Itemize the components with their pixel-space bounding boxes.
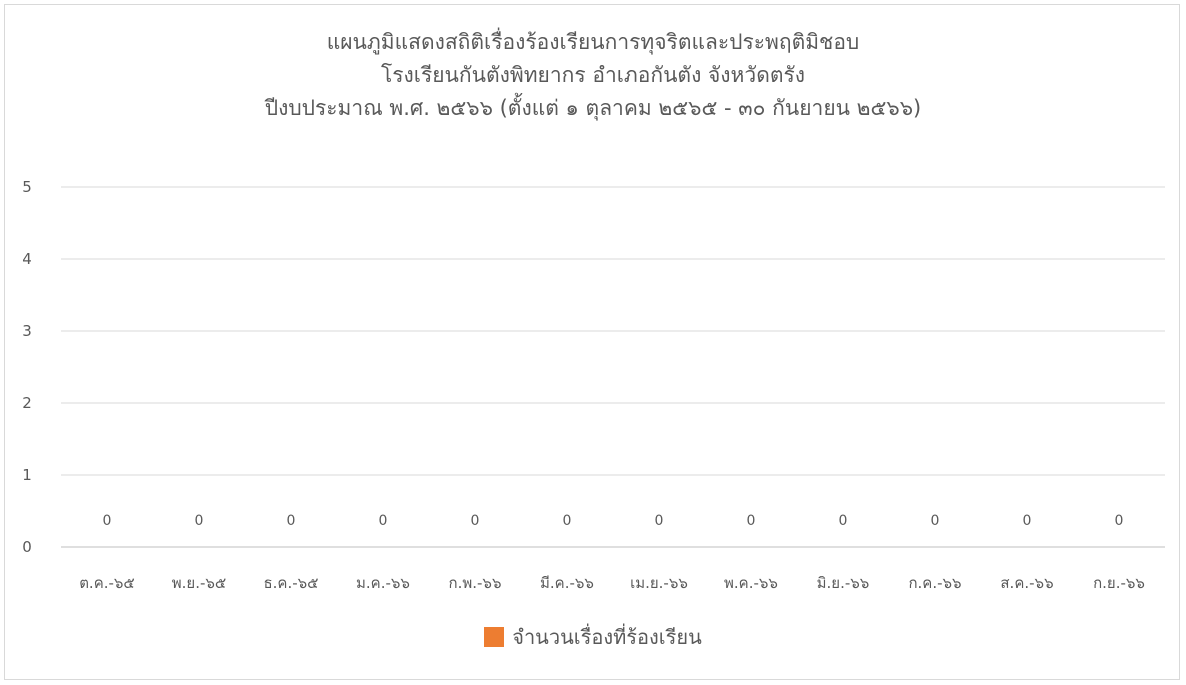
data-label: 0 (1023, 513, 1032, 529)
x-tick-label: มี.ค.-๖๖ (540, 574, 594, 592)
data-label: 0 (471, 513, 480, 529)
y-axis-ticks: 0 1 2 3 4 5 (22, 178, 32, 556)
x-tick-label: เม.ย.-๖๖ (630, 574, 688, 592)
x-tick-label: มิ.ย.-๖๖ (817, 574, 870, 592)
y-tick-label: 1 (22, 466, 32, 484)
x-tick-label: ก.ย.-๖๖ (1093, 574, 1145, 592)
legend-swatch (484, 627, 505, 647)
x-tick-label: ก.ค.-๖๖ (908, 574, 961, 592)
chart-title-line-3: ปีงบประมาณ พ.ศ. ๒๕๖๖ (ตั้งแต่ ๑ ตุลาคม ๒… (264, 96, 922, 120)
x-axis-ticks: ต.ค.-๖๕ พ.ย.-๖๕ ธ.ค.-๖๕ ม.ค.-๖๖ ก.พ.-๖๖ มี.ค.… (79, 574, 1145, 592)
chart-area (4, 4, 1180, 680)
data-label: 0 (287, 513, 296, 529)
gridlines (61, 186, 1165, 548)
x-tick-label: ส.ค.-๖๖ (1000, 574, 1053, 592)
x-tick-label: พ.ย.-๖๕ (172, 574, 227, 592)
data-label: 0 (1115, 513, 1124, 529)
y-tick-label: 0 (22, 538, 32, 556)
data-label: 0 (839, 513, 848, 529)
data-label: 0 (103, 513, 112, 529)
x-tick-label: ม.ค.-๖๖ (356, 574, 410, 592)
y-tick-label: 2 (22, 394, 32, 412)
y-tick-label: 3 (22, 322, 32, 340)
x-tick-label: ต.ค.-๖๕ (79, 574, 135, 592)
chart-title-line-2: โรงเรียนกันตังพิทยากร อำเภอกันตัง จังหวั… (380, 63, 806, 87)
chart-title: แผนภูมิแสดงสถิติเรื่องร้องเรียนการทุจริต… (0, 26, 1186, 125)
data-label: 0 (379, 513, 388, 529)
data-label: 0 (747, 513, 756, 529)
legend: จำนวนเรื่องที่ร้องเรียน (0, 622, 1186, 652)
x-tick-label: ธ.ค.-๖๕ (263, 574, 318, 592)
y-tick-label: 5 (22, 178, 32, 196)
chart-title-line-1: แผนภูมิแสดงสถิติเรื่องร้องเรียนการทุจริต… (326, 30, 860, 54)
y-tick-label: 4 (22, 250, 32, 268)
data-label: 0 (563, 513, 572, 529)
data-labels: 0 0 0 0 0 0 0 0 0 0 0 0 (103, 513, 1124, 529)
data-label: 0 (195, 513, 204, 529)
x-tick-label: ก.พ.-๖๖ (449, 574, 502, 592)
data-label: 0 (931, 513, 940, 529)
data-label: 0 (655, 513, 664, 529)
legend-label: จำนวนเรื่องที่ร้องเรียน (512, 625, 702, 649)
x-tick-label: พ.ค.-๖๖ (724, 574, 778, 592)
